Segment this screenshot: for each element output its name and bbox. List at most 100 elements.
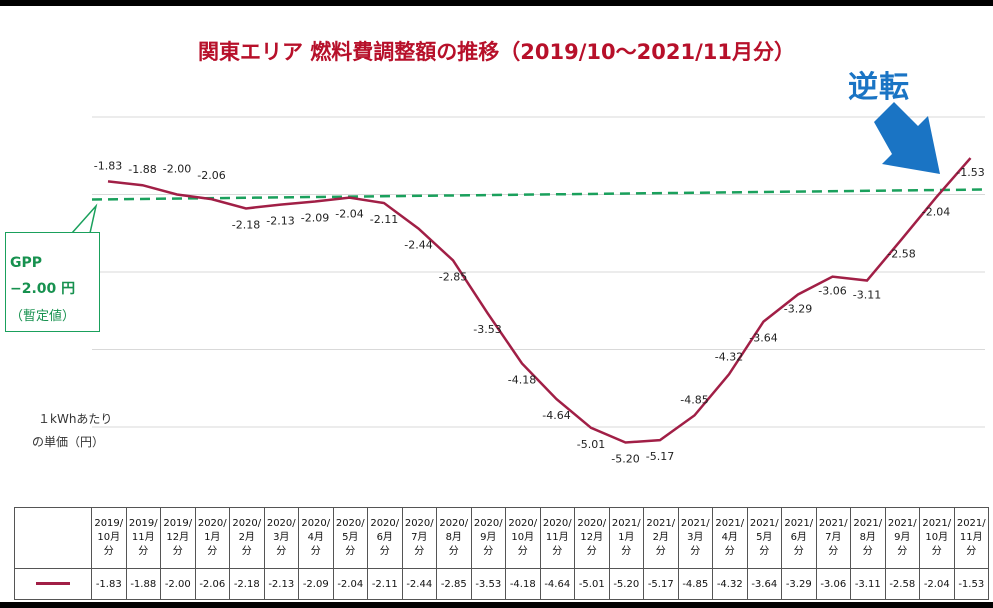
data-label: -5.20	[611, 453, 639, 466]
top-border	[0, 0, 993, 6]
data-table: 2019/10月分 2019/11月分 2019/12月分 2020/1月分 2020/…	[14, 507, 989, 600]
value-cell: -2.04	[919, 568, 955, 600]
category-label: 分	[966, 546, 977, 557]
value-cell: -4.32	[712, 568, 748, 600]
data-label: -1.83	[94, 159, 122, 172]
category-label: 2020/	[266, 518, 296, 529]
value-cell: -2.04	[332, 568, 368, 600]
category-cell: 2019/11月分	[125, 507, 161, 569]
data-label: -2.18	[232, 218, 260, 231]
value-cell: -1.88	[125, 568, 161, 600]
category-cell: 2021/2月分	[643, 507, 679, 569]
category-label: 6月	[376, 532, 393, 543]
data-label: -2.09	[301, 211, 329, 224]
category-label: 2021/	[956, 518, 986, 529]
category-label: 2020/	[370, 518, 400, 529]
value-cell: -5.01	[574, 568, 610, 600]
category-label: 5月	[342, 532, 359, 543]
category-label: 3月	[687, 532, 704, 543]
category-label: 2020/	[473, 518, 503, 529]
data-label: -5.01	[577, 438, 605, 451]
category-label: 分	[690, 546, 701, 557]
category-label: 分	[138, 546, 149, 557]
category-label: 2019/	[163, 518, 193, 529]
category-label: 2020/	[232, 518, 262, 529]
bottom-border	[0, 602, 993, 608]
category-label: 2020/	[542, 518, 572, 529]
data-label: -1.88	[128, 163, 156, 176]
value-cell: -2.09	[298, 568, 334, 600]
data-label: -4.85	[680, 393, 708, 406]
category-label: 2020/	[439, 518, 469, 529]
category-label: 2019/	[128, 518, 158, 529]
category-label: 7月	[411, 532, 428, 543]
category-label: 2021/	[818, 518, 848, 529]
category-label: 11月	[131, 532, 155, 543]
legend-cell	[14, 568, 92, 600]
value-cell: -2.44	[401, 568, 437, 600]
gpp-callout	[5, 232, 100, 332]
gpp-value: −2.00 円	[10, 281, 76, 297]
value-cell: -3.29	[781, 568, 817, 600]
category-label: 9月	[480, 532, 497, 543]
category-label: 2020/	[577, 518, 607, 529]
data-label: -2.04	[335, 208, 363, 221]
value-cell: -3.11	[850, 568, 886, 600]
category-cell: 2020/7月分	[401, 507, 437, 569]
category-label: 2月	[238, 532, 255, 543]
category-label: 12月	[166, 532, 190, 543]
category-label: 2020/	[301, 518, 331, 529]
category-label: 分	[828, 546, 839, 557]
value-cell: -5.20	[608, 568, 644, 600]
value-cell: -1.83	[91, 568, 127, 600]
data-label: -3.53	[473, 323, 501, 336]
category-label: 2020/	[508, 518, 538, 529]
category-label: 8月	[445, 532, 462, 543]
data-label: -4.32	[715, 350, 743, 363]
category-cell: 2020/11月分	[539, 507, 575, 569]
category-cell: 2020/1月分	[194, 507, 230, 569]
category-label: 分	[241, 546, 252, 557]
category-label: 分	[276, 546, 287, 557]
category-cell: 2021/7月分	[815, 507, 851, 569]
category-label: 4月	[307, 532, 324, 543]
category-label: 分	[586, 546, 597, 557]
reverse-arrow-icon	[874, 102, 940, 174]
category-cell: 2020/10月分	[505, 507, 541, 569]
data-label: -2.58	[887, 247, 915, 260]
data-label: -3.11	[853, 289, 881, 302]
y-unit-line1: １kWhあたり	[38, 412, 113, 426]
category-label: 2021/	[922, 518, 952, 529]
value-cell: -4.18	[505, 568, 541, 600]
category-label: 10月	[925, 532, 949, 543]
data-label: -2.00	[163, 163, 191, 176]
value-cell: -4.64	[539, 568, 575, 600]
category-cell: 2021/10月分	[919, 507, 955, 569]
value-cell: -3.06	[815, 568, 851, 600]
category-label: 分	[448, 546, 459, 557]
gpp-note: （暫定値）	[10, 309, 76, 324]
category-label: 分	[759, 546, 770, 557]
category-cell: 2020/6月分	[367, 507, 403, 569]
category-label: 分	[345, 546, 356, 557]
category-label: 2020/	[197, 518, 227, 529]
category-label: 分	[897, 546, 908, 557]
category-label: 11月	[545, 532, 569, 543]
category-cell: 2021/3月分	[677, 507, 713, 569]
value-cell: -2.00	[160, 568, 196, 600]
category-cell: 2021/1月分	[608, 507, 644, 569]
category-label: 2月	[652, 532, 669, 543]
category-label: 2021/	[680, 518, 710, 529]
value-cell: -2.13	[263, 568, 299, 600]
category-cell: 2020/9月分	[470, 507, 506, 569]
legend-line-icon	[36, 582, 70, 585]
category-label: 2021/	[784, 518, 814, 529]
category-cell: 2021/9月分	[884, 507, 920, 569]
data-label: -2.44	[404, 239, 432, 252]
category-label: 分	[793, 546, 804, 557]
category-label: 2021/	[715, 518, 745, 529]
legend-header-cell	[14, 507, 92, 569]
data-label: -2.85	[439, 270, 467, 283]
category-label: 10月	[97, 532, 121, 543]
value-row: -1.83 -1.88 -2.00 -2.06 -2.18 -2.13 -2.09 -2.04…	[14, 568, 989, 600]
